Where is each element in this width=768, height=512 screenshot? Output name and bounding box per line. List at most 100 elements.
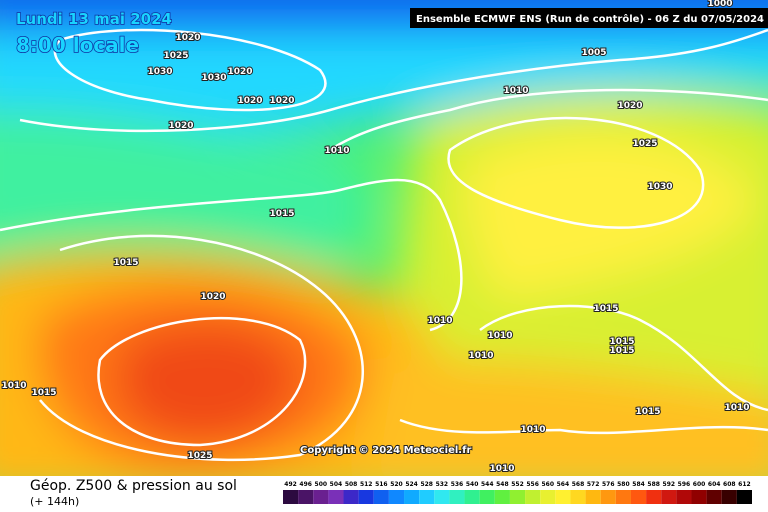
scale-label: 612 [738,481,751,488]
scale-swatch [313,490,329,504]
scale-label: 564 [557,481,570,488]
scale-swatch [570,490,586,504]
isobar-label: 1015 [113,258,138,268]
scale-swatch [736,490,752,504]
date: Lundi 13 mai 2024 [16,10,172,28]
time: 8:00 locale [16,33,139,57]
scale-swatch [283,490,299,504]
scale-swatch [555,490,571,504]
scale-swatch [676,490,692,504]
isobar [39,234,364,462]
scale-swatch [509,490,526,504]
footer-lead: (+ 144h) [30,495,79,508]
scale-swatch [615,490,631,504]
isobar-label: 1010 [503,86,528,96]
field-band [116,323,300,442]
scale-swatch [419,490,435,504]
isobar [97,316,307,447]
scale-swatch [585,490,601,504]
isobar-label: 1025 [187,451,212,461]
scale-label: 552 [511,481,524,488]
scale-swatch [298,490,314,504]
isobar-label: 1020 [227,67,252,77]
scale-label: 504 [330,481,343,488]
isobars [0,28,768,462]
isobar-label: 1010 [724,403,749,413]
scale-label: 540 [466,481,479,488]
scale-label: 600 [693,481,706,488]
scale-swatch [600,490,616,504]
scale-swatch [449,490,465,504]
isobar-label: 1030 [147,67,172,77]
scale-label: 560 [541,481,554,488]
scale-swatch [721,490,737,504]
field [0,0,768,500]
scale-label: 516 [375,481,388,488]
isobar-label: 1015 [609,346,634,356]
scale-label: 532 [436,481,449,488]
scale-label: 608 [723,481,736,488]
scale-label: 524 [405,481,418,488]
isobar-label: 1015 [269,209,294,219]
scale-swatch [434,490,450,504]
scale-label: 604 [708,481,721,488]
scale-swatch [525,490,541,504]
scale-label: 596 [678,481,691,488]
scale-swatch [691,490,707,504]
isobar-label: 1000 [707,0,732,9]
isobar [447,116,705,229]
isobar-label: 1010 [324,146,349,156]
scale-swatch [464,490,480,504]
scale-label: 544 [481,481,494,488]
isobar-label: 1020 [175,33,200,43]
isobar-label: 1015 [593,304,618,314]
scale-label: 556 [526,481,539,488]
header-bar [410,8,768,28]
isobar-label: 1020 [617,101,642,111]
isobar-label: 1010 [468,351,493,361]
scale-label: 512 [360,481,373,488]
scale-label: 572 [587,481,600,488]
isobar [399,418,768,435]
scale-swatch [358,490,374,504]
isobar-label: 1030 [201,73,226,83]
copyright: Copyright © 2024 Meteociel.fr [300,445,471,456]
isobar-label: 1015 [31,388,56,398]
scale-swatch [494,490,510,504]
isobar [19,28,768,133]
scale-label: 580 [617,481,630,488]
isobar-label: 1020 [168,121,193,131]
isobar-label: 1010 [1,381,26,391]
scale-label: 520 [390,481,403,488]
isobar-label: 1020 [237,96,262,106]
isobar-label: 1010 [487,331,512,341]
isobar-label: 1015 [635,407,660,417]
isobar-label: 1010 [427,316,452,326]
scale-label: 492 [284,481,297,488]
scale-swatch [646,490,662,504]
scale-swatch [373,490,389,504]
scale-label: 536 [451,481,464,488]
scale-swatch [630,490,647,504]
isobar-label: 1020 [269,96,294,106]
scale-label: 496 [299,481,312,488]
isobar [53,28,327,112]
isobar-label: 1005 [581,48,606,58]
isobar-label: 1025 [632,139,657,149]
scale-label: 568 [572,481,585,488]
scale-label: 508 [345,481,358,488]
scale-label: 528 [420,481,433,488]
scale-label: 588 [647,481,660,488]
isobar-label: 1030 [647,182,672,192]
scale-label: 584 [632,481,645,488]
model-run: Ensemble ECMWF ENS (Run de contrôle) - 0… [416,13,764,25]
field-band [466,133,760,300]
scale-swatch [540,490,556,504]
field-band [360,358,768,500]
scale-swatch [706,490,722,504]
scale-label: 500 [315,481,328,488]
isobar-label: 1020 [200,292,225,302]
isobar-label: 1015 [609,337,634,347]
